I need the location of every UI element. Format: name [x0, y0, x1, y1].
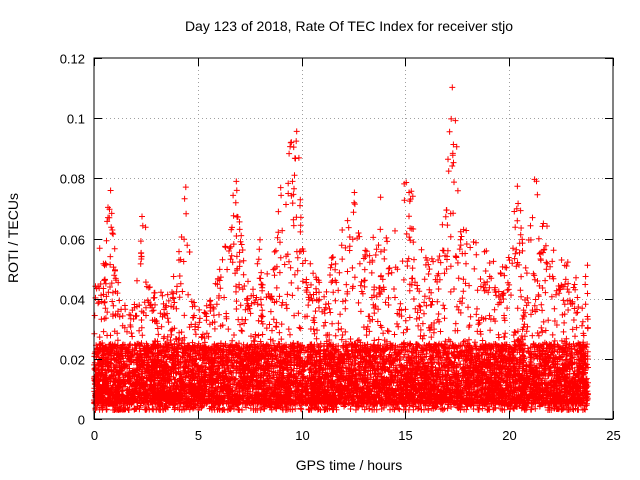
y-tick-label: 0.06: [60, 233, 85, 248]
roti-point-markers: [91, 84, 591, 413]
x-tick-label: 10: [295, 428, 309, 443]
y-tick-label: 0.08: [60, 172, 85, 187]
y-tick-label: 0.1: [67, 112, 85, 127]
x-tick-label: 15: [398, 428, 412, 443]
y-tick-label: 0.04: [60, 293, 85, 308]
x-tick-label: 5: [195, 428, 202, 443]
plot-frame: [93, 57, 614, 420]
x-tick-label: 0: [91, 428, 98, 443]
y-tick-label: 0: [78, 413, 85, 428]
data-points: [91, 84, 591, 413]
x-axis-label: GPS time / hours: [296, 457, 403, 473]
y-tick-label: 0.12: [60, 52, 85, 67]
y-tick-label: 0.02: [60, 353, 85, 368]
chart-title: Day 123 of 2018, Rate Of TEC Index for r…: [185, 18, 513, 34]
x-tick-label: 25: [606, 428, 620, 443]
y-axis-label: ROTI / TECUs: [5, 193, 21, 283]
axes: 0 0.02 0.04 0.06 0.08 0.1 0.12 0 5 10 15 20 25: [60, 52, 621, 444]
x-tick-label: 20: [502, 428, 516, 443]
